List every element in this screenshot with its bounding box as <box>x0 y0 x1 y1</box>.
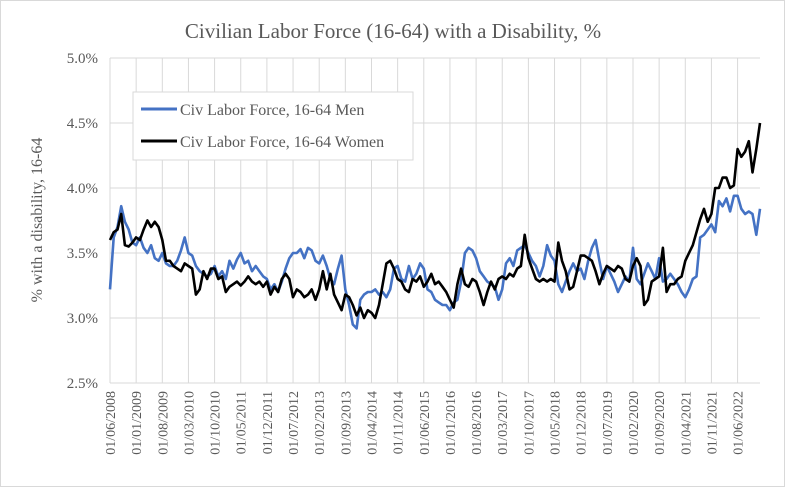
x-tick-label: 01/01/2009 <box>130 391 145 455</box>
x-tick-label: 01/02/2013 <box>313 391 328 455</box>
x-tick-label: 01/03/2017 <box>496 391 511 455</box>
y-tick-label: 5.0% <box>67 51 98 67</box>
x-tick-labels: 01/06/2008 01/01/2009 01/08/2009 01/03/2010… <box>104 391 747 455</box>
y-axis-label: % with a disability, 16-64 <box>29 138 46 303</box>
x-tick-label: 01/07/2019 <box>601 391 616 455</box>
y-tick-label: 4.0% <box>67 181 98 197</box>
x-tick-label: 01/06/2008 <box>104 391 119 455</box>
y-tick-labels: 2.5% 3.0% 3.5% 4.0% 4.5% 5.0% <box>67 51 98 392</box>
y-tick-label: 3.5% <box>67 246 98 262</box>
x-tick-label: 01/06/2022 <box>732 391 747 455</box>
x-tick-label: 01/01/2016 <box>444 391 459 455</box>
legend-label-women: Civ Labor Force, 16-64 Women <box>180 134 384 151</box>
x-tick-label: 01/12/2018 <box>575 391 590 455</box>
x-tick-label: 01/10/2017 <box>522 391 537 455</box>
x-tick-label: 01/09/2020 <box>653 391 668 455</box>
y-tick-label: 4.5% <box>67 116 98 132</box>
chart-title: Civilian Labor Force (16-64) with a Disa… <box>185 19 601 43</box>
x-tick-label: 01/08/2009 <box>156 391 171 455</box>
x-tick-label: 01/03/2010 <box>182 391 197 455</box>
series-lines <box>108 122 762 330</box>
legend-label-men: Civ Labor Force, 16-64 Men <box>180 102 364 119</box>
x-tick-label: 01/10/2010 <box>209 391 224 455</box>
x-tick-label: 01/12/2011 <box>261 391 276 454</box>
x-tick-label: 01/05/2018 <box>549 391 564 455</box>
series-line-men <box>108 194 762 330</box>
x-tick-label: 01/08/2016 <box>470 391 485 455</box>
x-tick-label: 01/09/2013 <box>339 391 354 455</box>
series-line-women <box>108 122 762 320</box>
x-tick-label: 01/06/2015 <box>418 391 433 455</box>
y-tick-label: 3.0% <box>67 311 98 327</box>
legend: Civ Labor Force, 16-64 Men Civ Labor For… <box>132 91 414 161</box>
x-tick-label: 01/02/2020 <box>627 391 642 455</box>
x-tick-label: 01/11/2014 <box>392 391 407 454</box>
x-tick-label: 01/05/2011 <box>235 391 250 454</box>
y-tick-label: 2.5% <box>67 376 98 392</box>
x-tick-label: 01/07/2012 <box>287 391 302 455</box>
legend-box <box>132 91 414 161</box>
x-tick-label: 01/11/2021 <box>705 391 720 454</box>
x-tick-label: 01/04/2021 <box>679 391 694 455</box>
x-tick-label: 01/04/2014 <box>365 391 380 455</box>
